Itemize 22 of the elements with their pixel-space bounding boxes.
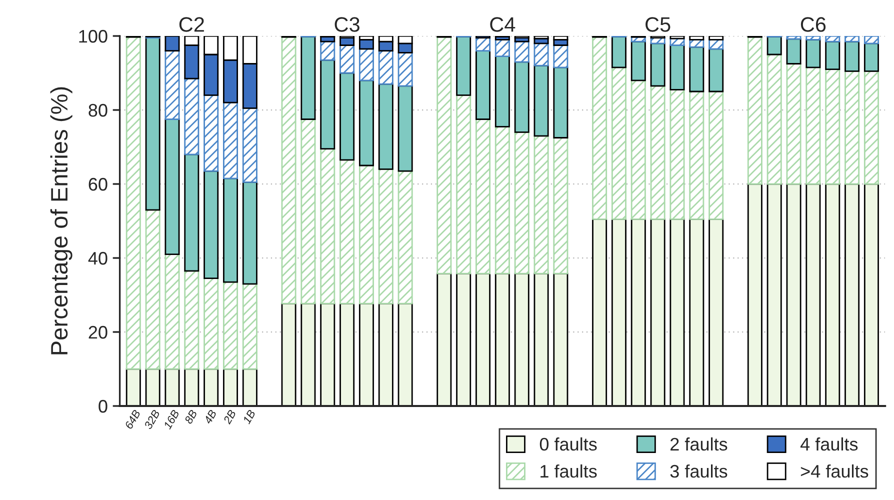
text: C5 — [646, 17, 670, 32]
legend-label: 3 faults — [670, 464, 728, 478]
legend-label: 0 faults — [540, 437, 597, 451]
y-tick-label: 20 — [88, 326, 108, 339]
legend-label: 1 faults — [540, 464, 597, 478]
text: C2 — [179, 17, 204, 32]
y-tick-label: 0 — [98, 400, 108, 413]
x-tick-label: 4B — [204, 409, 217, 425]
x-tick-label: 1B — [242, 409, 256, 424]
legend-label: 2 faults — [670, 437, 728, 451]
legend-label: 4 faults — [800, 437, 858, 451]
text: C6 — [800, 17, 826, 32]
text: C4 — [490, 17, 516, 32]
y-tick-label: 40 — [88, 252, 108, 265]
y-tick-label: 100 — [79, 30, 108, 43]
y-tick-label: 60 — [88, 178, 108, 191]
y-axis-title: Percentage of Entries (%) — [50, 87, 72, 354]
x-tick-label: 2B — [222, 409, 236, 425]
text: C3 — [334, 17, 360, 32]
x-tick-label: 8B — [184, 409, 198, 424]
y-tick-label: 80 — [88, 104, 108, 117]
legend-label: >4 faults — [800, 464, 868, 478]
